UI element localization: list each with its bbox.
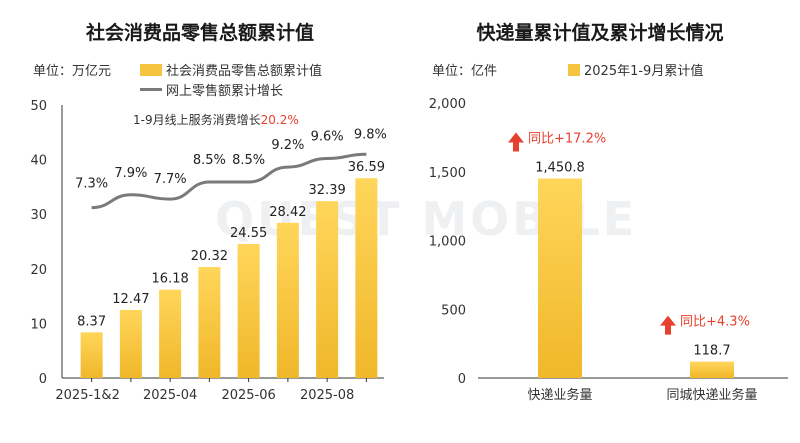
x-tick-label: 2025-1&2 [55, 388, 119, 403]
bar-value-label: 32.39 [309, 183, 346, 198]
up-arrow-icon [660, 315, 676, 335]
legend-bar-label: 社会消费品零售总额累计值 [166, 64, 323, 79]
left-chart-title: 社会消费品零售总额累计值 [85, 22, 314, 44]
left-unit-label: 单位：万亿元 [33, 64, 112, 79]
growth-line [91, 152, 367, 210]
right-chart-panel: 快递量累计值及累计增长情况 单位：亿件 2025年1-9月累计值 0 500 1,0… [400, 0, 800, 443]
y-tick-label: 1,500 [429, 166, 466, 181]
x-tick-label: 同城快递业务量 [666, 387, 757, 403]
legend-bar-swatch [140, 63, 162, 76]
line-value-label: 9.8% [354, 127, 387, 142]
y-tick-label: 10 [30, 317, 47, 332]
y-tick-label: 2,000 [429, 97, 466, 112]
left-chart-svg: 0 10 20 30 40 50 8.37 12.4716.1820.3224.5528.42… [30, 99, 387, 403]
x-tick-label: 快递业务量 [527, 387, 592, 403]
bar [276, 222, 299, 378]
growth-label: 同比+17.2% [528, 132, 606, 147]
bar [198, 267, 221, 378]
y-tick-label: 0 [458, 372, 466, 387]
left-legend-bar: 社会消费品零售总额累计值 [140, 60, 322, 79]
right-chart-title: 快递量累计值及累计增长情况 [476, 22, 724, 44]
bar [119, 309, 142, 378]
x-tick-label: 2025-08 [300, 388, 354, 403]
y-tick-label: 1,000 [429, 235, 466, 250]
y-tick-label: 30 [30, 208, 47, 223]
bar [355, 178, 378, 378]
bar [159, 289, 182, 378]
annotation-value: 20.2% [261, 113, 299, 127]
bar [690, 361, 734, 378]
y-tick-label: 0 [39, 372, 47, 387]
line-value-label: 9.6% [311, 130, 344, 145]
x-tick-label: 2025-04 [143, 388, 197, 403]
right-chart-svg: 0 500 1,000 1,500 2,000 1,450.8 同比+17.2% 快递业务量 1… [429, 97, 788, 403]
y-tick-label: 40 [30, 154, 47, 169]
legend-bar-label: 2025年1-9月累计值 [584, 64, 704, 79]
bar-value-label: 12.47 [112, 292, 149, 307]
bar-value-label: 20.32 [191, 249, 228, 264]
right-unit-label: 单位：亿件 [432, 64, 498, 79]
y-tick-label: 50 [30, 99, 47, 114]
annotation-text: 1-9月线上服务消费增长20.2% [133, 112, 299, 127]
y-tick-label: 500 [441, 303, 466, 318]
legend-line-swatch [140, 88, 162, 91]
bar-value-label: 1,450.8 [535, 161, 585, 176]
right-legend-bar: 2025年1-9月累计值 [568, 60, 703, 79]
bar-value-label: 118.7 [693, 344, 730, 359]
line-value-label: 7.3% [75, 177, 108, 192]
bar [538, 178, 582, 378]
left-chart-panel: 社会消费品零售总额累计值 单位：万亿元 社会消费品零售总额累计值 网上零售额累计… [30, 22, 387, 403]
left-legend-line: 网上零售额累计增长 [140, 80, 283, 99]
bar-value-label: 24.55 [230, 226, 267, 241]
bar-value-label: 16.18 [152, 272, 189, 287]
line-value-label: 9.2% [271, 138, 304, 153]
x-tick-label: 2025-06 [221, 388, 275, 403]
legend-bar-swatch [568, 63, 580, 76]
line-value-label: 7.7% [154, 172, 187, 187]
line-value-label: 8.5% [193, 153, 226, 168]
line-value-label: 7.9% [114, 166, 147, 181]
line-value-label: 8.5% [232, 153, 265, 168]
bar [80, 332, 103, 378]
bar-value-label: 8.37 [77, 314, 106, 329]
bar [237, 243, 260, 378]
bar [316, 201, 339, 378]
y-tick-label: 20 [30, 263, 47, 278]
bar-value-label: 28.42 [269, 205, 306, 220]
up-arrow-icon [508, 132, 524, 152]
growth-label: 同比+4.3% [680, 315, 750, 330]
bar-value-label: 36.59 [348, 160, 385, 175]
legend-line-label: 网上零售额累计增长 [166, 84, 284, 99]
